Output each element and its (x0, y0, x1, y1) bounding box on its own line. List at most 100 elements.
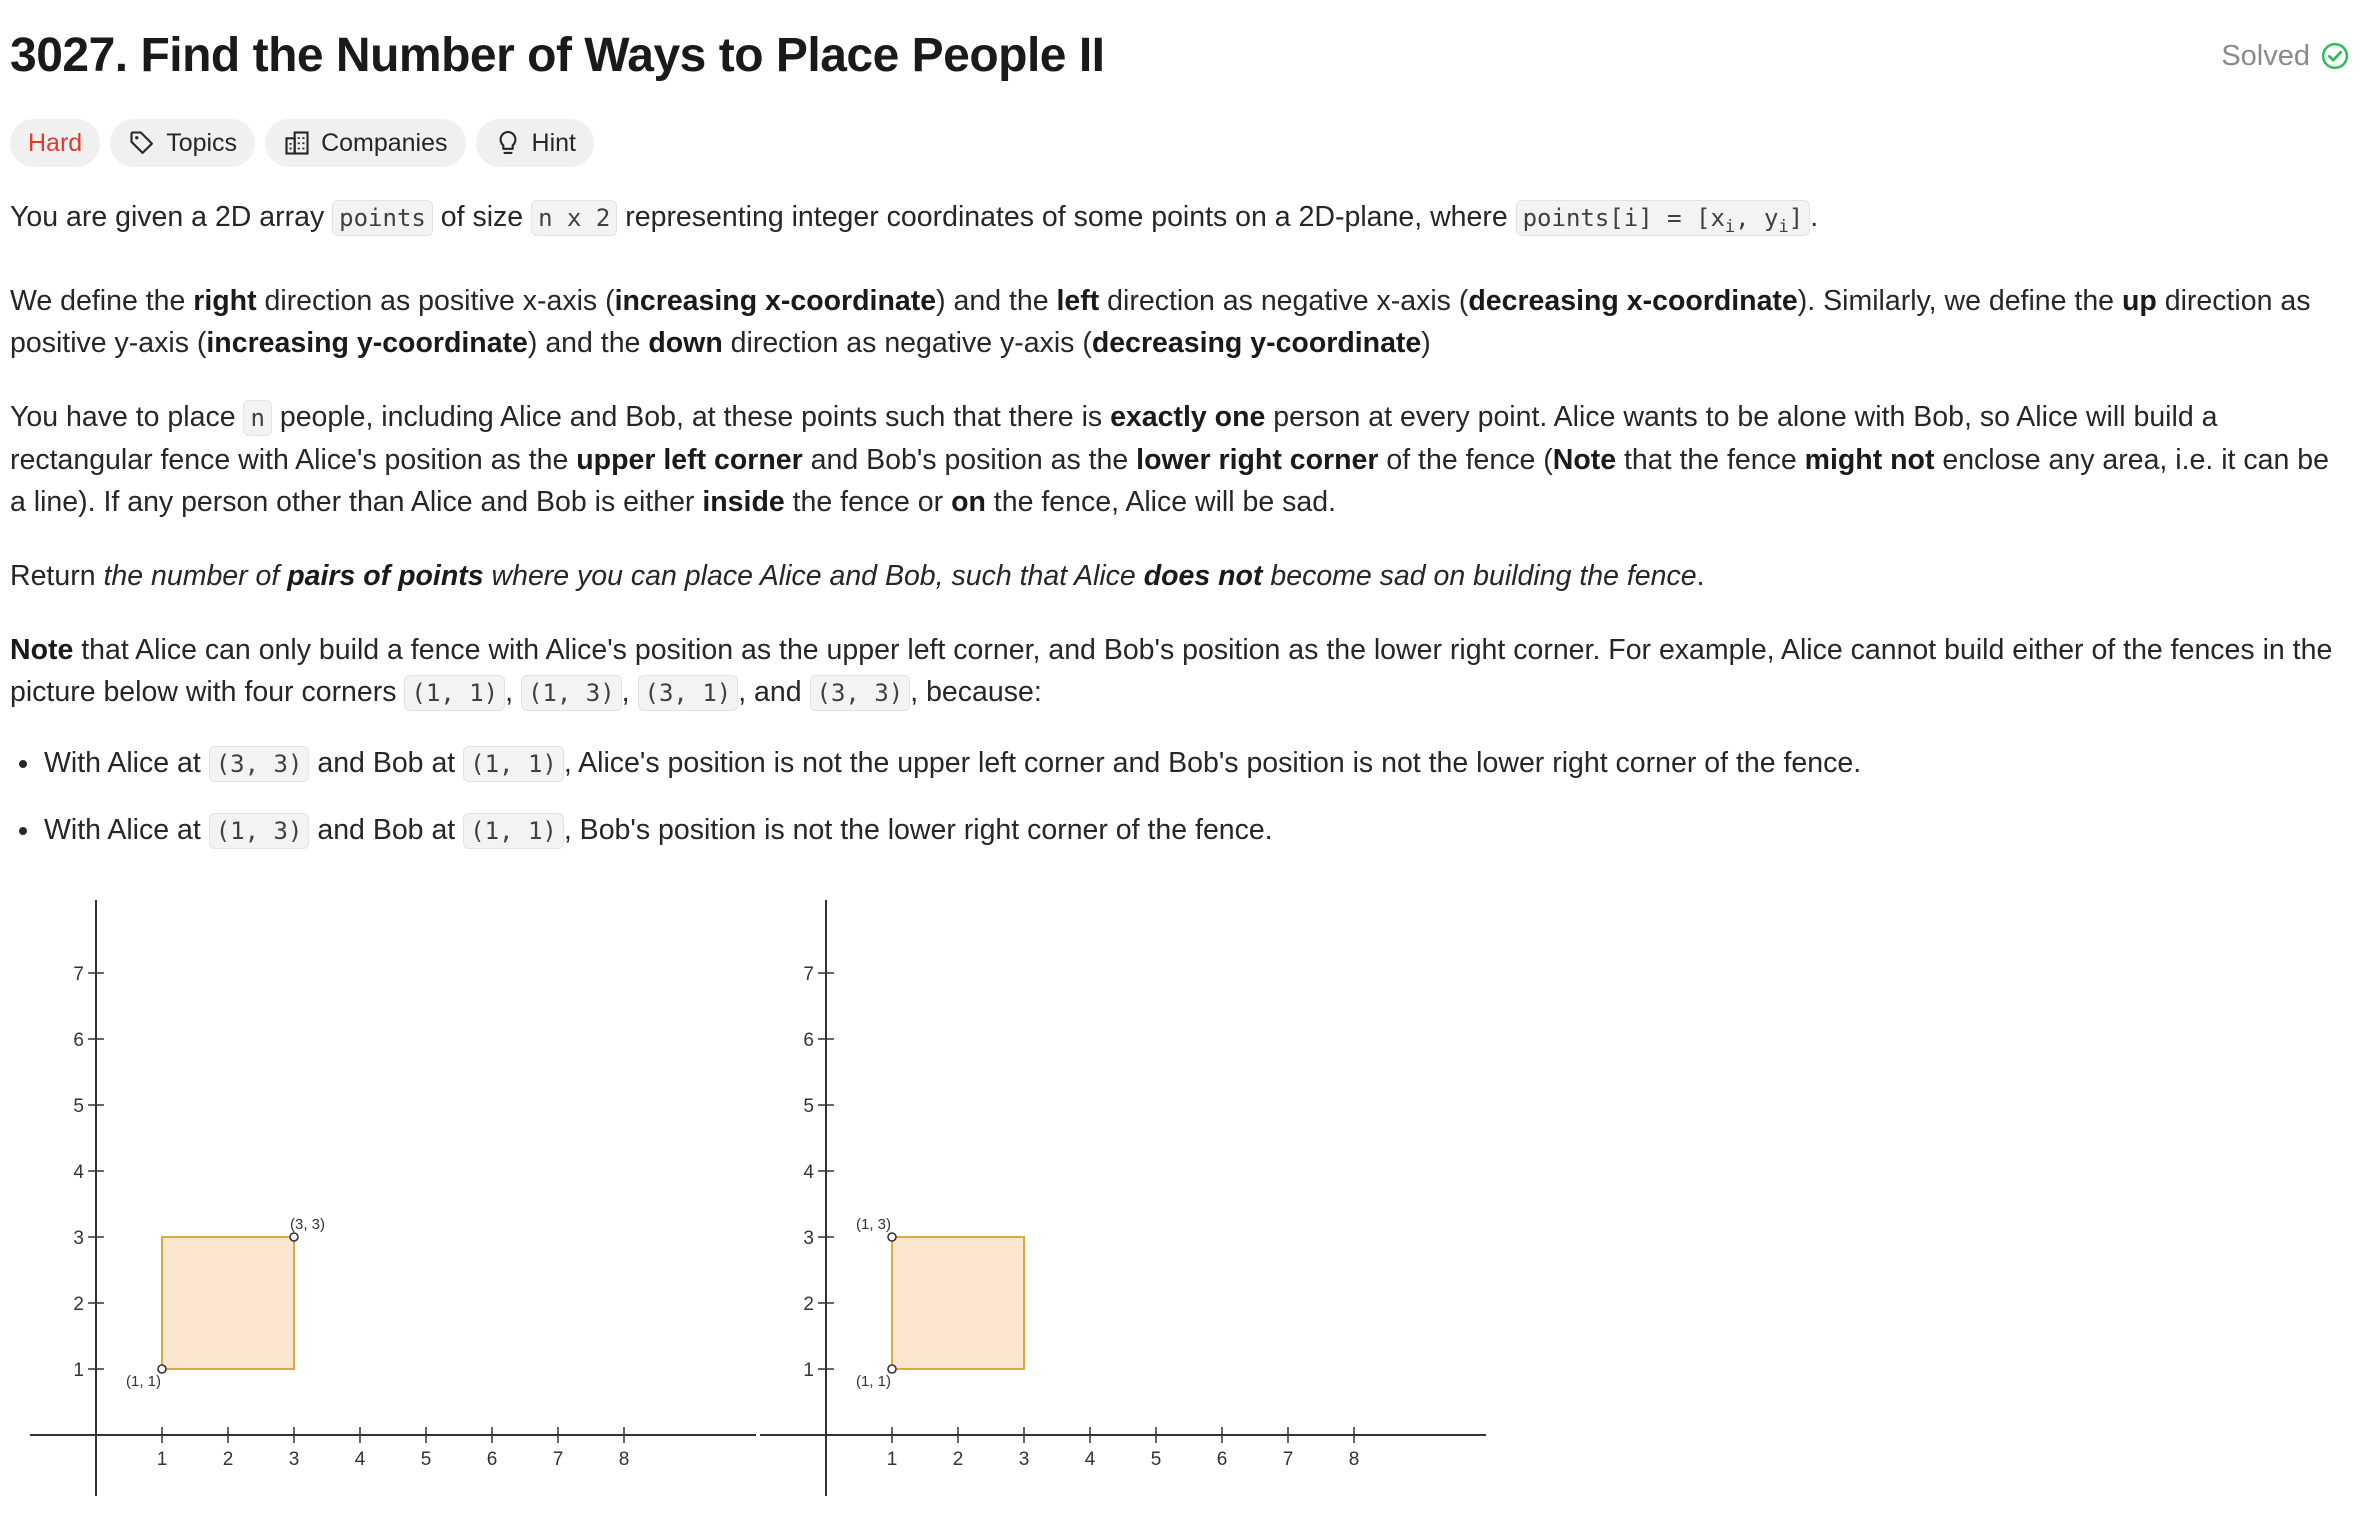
fence-rectangle (161, 1236, 295, 1370)
text: of the fence ( (1378, 443, 1553, 476)
x-tick-label: 4 (355, 1449, 366, 1470)
building-icon (285, 131, 309, 155)
list-item: With Alice at (3, 3) and Bob at (1, 1), … (42, 742, 2350, 785)
text: direction as positive y-axis ( (10, 284, 2311, 359)
italic-text: become sad on building the fence (1262, 559, 1697, 592)
x-tick-label: 7 (553, 1449, 564, 1470)
text: that Alice can only build a fence with A… (10, 633, 2333, 708)
y-tick-label: 3 (803, 1228, 814, 1249)
text: , Alice's position is not the upper left… (563, 746, 1862, 779)
bold-text: inside (702, 485, 785, 518)
hint-label: Hint (531, 128, 576, 157)
text: people, including Alice and Bob, at thes… (271, 400, 1111, 433)
point-label: (1, 1) (126, 1373, 161, 1390)
y-tick-label: 4 (803, 1162, 814, 1183)
text: You are given a 2D array (10, 201, 333, 233)
text: ) and the (527, 326, 649, 359)
bold-text: upper left corner (576, 443, 803, 476)
text: representing integer coordinates of some… (617, 201, 1516, 233)
text: direction as negative x-axis ( (1099, 284, 1469, 317)
point-label: (1, 3) (856, 1216, 891, 1233)
bold-text: down (648, 326, 723, 359)
bold-text: exactly one (1110, 400, 1266, 433)
x-tick-label: 1 (887, 1449, 898, 1470)
x-tick-label: 5 (421, 1449, 432, 1470)
text: person at every point. Alice wants to be… (10, 400, 2218, 476)
y-tick-label: 3 (73, 1228, 84, 1249)
fence-diagrams: 1 2 3 4 5 6 7 8 1 2 3 4 5 6 7 (1, 1) (3, 3) 1 2 3 4 5 6 7 8 1 2 3 4 5… (30, 900, 1486, 1496)
x-tick-label: 1 (157, 1449, 168, 1470)
text: and Bob's position as the (802, 443, 1137, 476)
text: of size (432, 201, 532, 233)
paragraph-return: Return the number of pairs of points whe… (10, 555, 2350, 597)
text: direction as positive x-axis ( (256, 284, 615, 317)
x-tick-label: 7 (1283, 1449, 1294, 1470)
bold-text: right (193, 284, 257, 317)
text: the fence or (784, 485, 952, 518)
inline-code: n x 2 (531, 200, 618, 236)
x-tick-label: 2 (953, 1449, 964, 1470)
inline-code: (1, 1) (404, 674, 506, 711)
point-label: (3, 3) (290, 1216, 325, 1233)
inline-code: (1, 1) (463, 812, 564, 849)
paragraph-input-spec: You are given a 2D array points of size … (10, 196, 2350, 248)
solved-status: Solved (2221, 36, 2350, 76)
topics-label: Topics (166, 128, 238, 157)
text: , Bob's position is not the lower right … (563, 813, 1273, 846)
text: Return (10, 559, 104, 592)
bold-text: increasing x-coordinate (614, 284, 937, 317)
inline-code: points (332, 200, 433, 236)
inline-code: (1, 3) (520, 674, 622, 711)
figure-panel: 1 2 3 4 5 6 7 8 1 2 3 4 5 6 7 (1, 1) (3, 3) (30, 900, 756, 1496)
x-tick-label: 8 (619, 1449, 630, 1470)
text: ) and the (936, 284, 1057, 317)
bold-text: increasing y-coordinate (206, 326, 528, 359)
point-marker (289, 1232, 299, 1242)
text: the fence, Alice will be sad. (985, 485, 1337, 518)
code-part: points[i] = [x (1522, 204, 1725, 232)
text: ). Similarly, we define the (1797, 284, 2122, 317)
code-subscript: i (1778, 216, 1789, 237)
y-tick-label: 7 (73, 964, 84, 985)
text: . (1810, 201, 1819, 233)
x-tick-label: 2 (223, 1449, 234, 1470)
fence-rectangle (891, 1236, 1025, 1370)
text: . (1696, 559, 1705, 592)
list-item: With Alice at (1, 3) and Bob at (1, 1), … (42, 809, 2350, 852)
problem-description: You are given a 2D array points of size … (10, 196, 2350, 876)
figure-panel: 1 2 3 4 5 6 7 8 1 2 3 4 5 6 7 (1, 1) (1, 3) (760, 900, 1486, 1496)
text: ) (1421, 326, 1431, 359)
y-tick-label: 5 (73, 1096, 84, 1117)
check-circle-icon (2321, 42, 2349, 70)
x-tick-label: 6 (1217, 1449, 1228, 1470)
text: enclose any area, i.e. it can be a line)… (10, 443, 2329, 518)
problem-title: 3027. Find the Number of Ways to Place P… (10, 29, 1105, 82)
bold-text: left (1056, 284, 1100, 317)
companies-button[interactable]: Companies (265, 119, 466, 167)
text: , because: (910, 675, 1042, 708)
x-tick-label: 3 (289, 1449, 300, 1470)
paragraph-directions: We define the right direction as positiv… (10, 280, 2350, 364)
inline-code: (3, 3) (208, 745, 310, 782)
text: direction as negative y-axis ( (722, 326, 1092, 359)
point-marker (887, 1232, 897, 1242)
bold-italic-text: does not (1143, 559, 1263, 592)
problem-tags: Hard Topics Companies (10, 119, 594, 167)
inline-code: points[i] = [xi, yi] (1515, 200, 1811, 237)
code-part: , y (1735, 204, 1779, 232)
y-tick-label: 7 (803, 964, 814, 985)
difficulty-badge: Hard (10, 119, 101, 167)
bold-text: Note (10, 633, 74, 666)
point-marker (887, 1364, 897, 1374)
text: With Alice at (44, 813, 209, 846)
x-tick-label: 3 (1019, 1449, 1030, 1470)
text: , (621, 675, 638, 708)
hint-button[interactable]: Hint (475, 119, 594, 167)
topics-button[interactable]: Topics (110, 119, 256, 167)
point-label: (1, 1) (856, 1373, 891, 1390)
bold-text: up (2121, 284, 2157, 317)
tag-icon (130, 131, 154, 154)
text: , (505, 675, 521, 708)
inline-code: n (243, 399, 272, 436)
title-row: 3027. Find the Number of Ways to Place P… (10, 22, 2350, 92)
